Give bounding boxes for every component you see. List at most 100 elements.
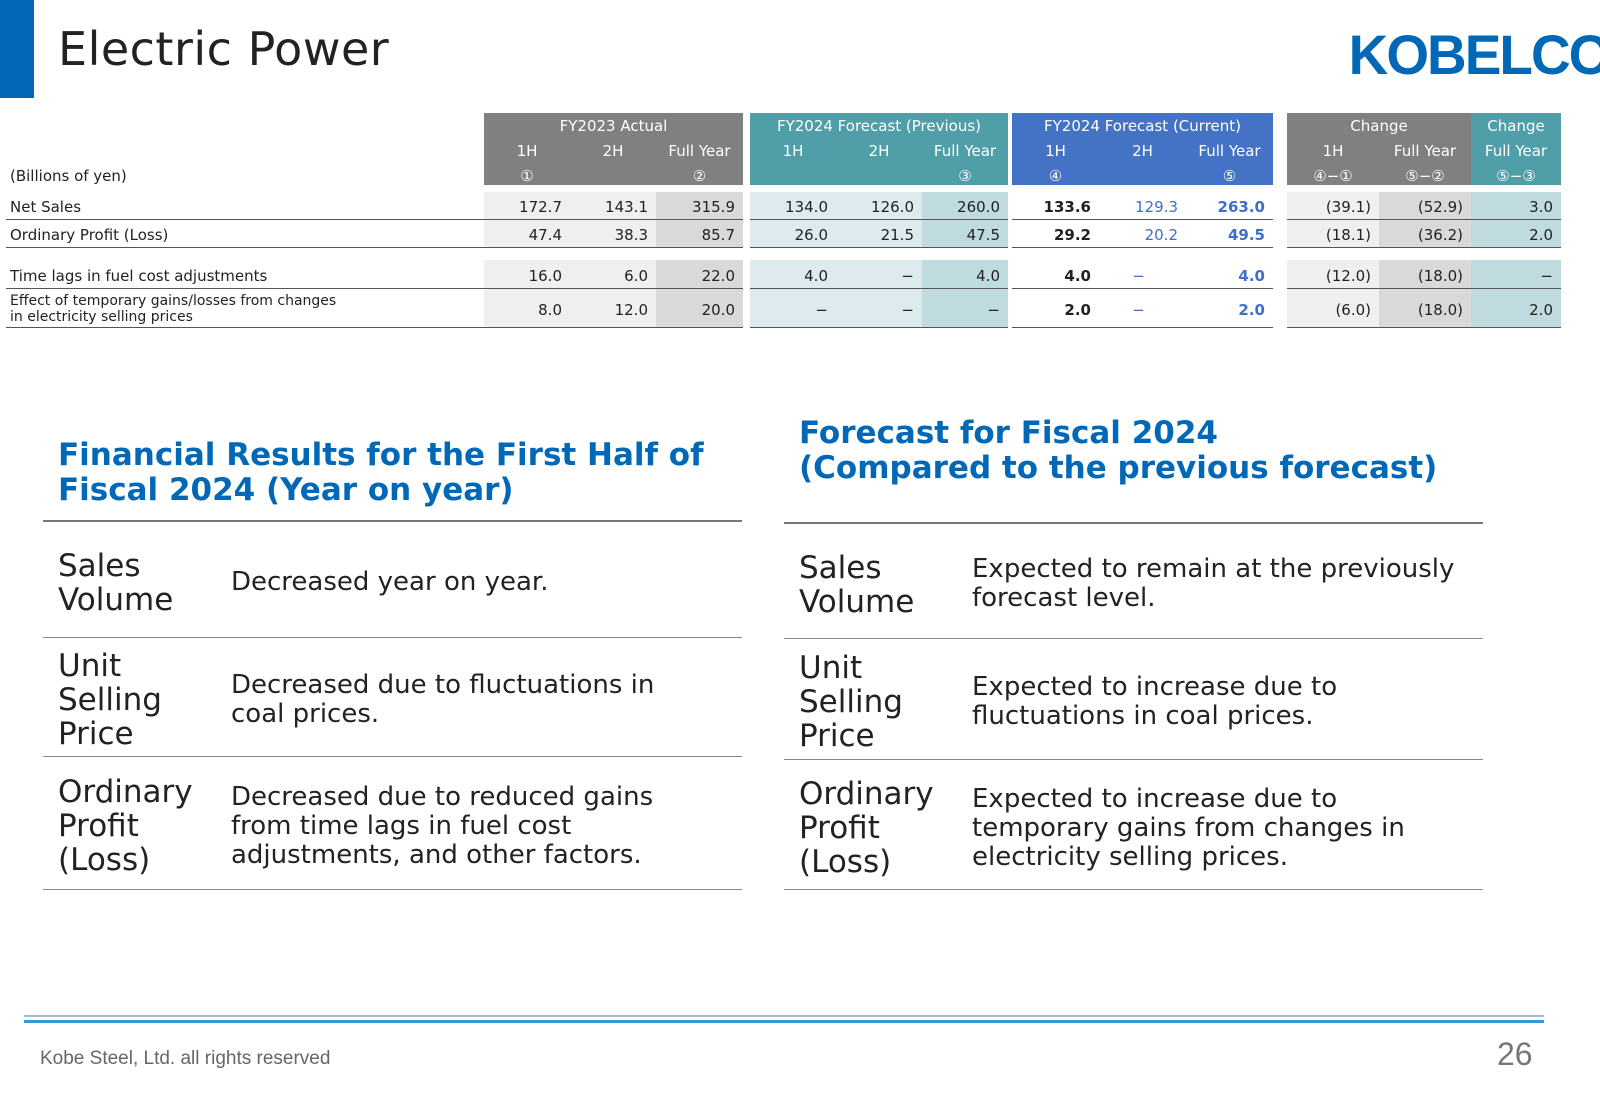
cell-chg-full: (36.2) bbox=[1417, 226, 1463, 244]
cell-curr-full: 263.0 bbox=[1217, 198, 1265, 216]
bg-prev-full-b bbox=[922, 260, 1008, 327]
cell-chg-full: (52.9) bbox=[1417, 198, 1463, 216]
cell-fy2023-full: 315.9 bbox=[692, 198, 735, 216]
header-bg-fy2024-curr bbox=[1012, 113, 1273, 185]
left-head-price-3: Price bbox=[58, 716, 134, 752]
row-divider bbox=[6, 327, 1561, 328]
header-bg-change1 bbox=[1287, 113, 1471, 185]
row-divider bbox=[6, 288, 1561, 289]
col-gap bbox=[743, 113, 750, 329]
right-section-bottom-rule bbox=[784, 889, 1483, 890]
marker-5-3: ⑤−③ bbox=[1496, 167, 1536, 185]
right-section-top-rule bbox=[784, 522, 1483, 524]
row-label-net-sales: Net Sales bbox=[10, 198, 82, 216]
left-row-divider bbox=[43, 637, 742, 638]
left-body-sales: Decreased year on year. bbox=[231, 567, 549, 597]
marker-2: ② bbox=[692, 167, 707, 185]
marker-3: ③ bbox=[958, 167, 972, 185]
cell-curr-1h: 133.6 bbox=[1043, 198, 1091, 216]
left-head-sales-1: Sales bbox=[58, 548, 141, 584]
row-label-temp-gains-1: Effect of temporary gains/losses from ch… bbox=[10, 293, 337, 309]
cell-curr-full: 2.0 bbox=[1238, 301, 1265, 319]
cell-prev-2h: − bbox=[901, 267, 914, 285]
row-divider bbox=[6, 219, 1561, 220]
left-body-profit-2: from time lags in fuel cost bbox=[231, 811, 572, 841]
cell-curr-1h: 2.0 bbox=[1064, 301, 1091, 319]
cell-prev-full: − bbox=[987, 301, 1000, 319]
row-label-temp-gains-2: in electricity selling prices bbox=[10, 309, 193, 325]
cell-fy2023-1h: 172.7 bbox=[519, 198, 562, 216]
cell-chg2-full: − bbox=[1540, 267, 1553, 285]
kobelco-logo: KOBELCO bbox=[1348, 23, 1600, 86]
right-head-profit-1: Ordinary bbox=[799, 776, 934, 812]
group-fy2024-curr: FY2024 Forecast (Current) bbox=[1043, 117, 1241, 135]
cell-curr-full: 4.0 bbox=[1238, 267, 1265, 285]
bg-fy2023-full-b bbox=[656, 260, 743, 327]
cell-prev-full: 260.0 bbox=[957, 198, 1000, 216]
cell-fy2023-1h: 8.0 bbox=[538, 301, 562, 319]
marker-5-2: ⑤−② bbox=[1405, 167, 1445, 185]
right-head-profit-2: Profit bbox=[799, 810, 880, 846]
cell-prev-1h: 4.0 bbox=[804, 267, 828, 285]
right-head-profit-3: (Loss) bbox=[799, 844, 892, 880]
left-head-profit-2: Profit bbox=[58, 808, 139, 844]
right-head-sales-1: Sales bbox=[799, 550, 882, 586]
cell-fy2023-2h: 143.1 bbox=[605, 198, 648, 216]
col-full: Full Year bbox=[1393, 142, 1457, 160]
cell-curr-2h: 129.3 bbox=[1135, 198, 1178, 216]
col-full: Full Year bbox=[668, 142, 731, 160]
cell-chg-1h: (18.1) bbox=[1325, 226, 1371, 244]
cell-fy2023-2h: 6.0 bbox=[624, 267, 648, 285]
cell-curr-1h: 29.2 bbox=[1053, 226, 1091, 244]
row-label-ordinary-profit: Ordinary Profit (Loss) bbox=[10, 226, 169, 244]
header-bg-fy2023 bbox=[484, 113, 743, 185]
cell-chg-1h: (6.0) bbox=[1335, 301, 1371, 319]
left-head-profit-1: Ordinary bbox=[58, 774, 193, 810]
cell-prev-1h: − bbox=[815, 301, 828, 319]
col-1h: 1H bbox=[782, 142, 804, 160]
left-body-price-1: Decreased due to fluctuations in bbox=[231, 670, 655, 700]
cell-chg-1h: (39.1) bbox=[1325, 198, 1371, 216]
cell-prev-full: 47.5 bbox=[966, 226, 1000, 244]
right-body-price-1: Expected to increase due to bbox=[972, 672, 1338, 702]
right-body-profit-2: temporary gains from changes in bbox=[972, 813, 1405, 843]
right-section-title-1: Forecast for Fiscal 2024 bbox=[799, 415, 1218, 451]
page-title: Electric Power bbox=[58, 22, 390, 76]
row-divider bbox=[6, 247, 1561, 248]
marker-5: ⑤ bbox=[1222, 167, 1237, 185]
right-body-price-2: fluctuations in coal prices. bbox=[972, 701, 1314, 731]
cell-prev-2h: − bbox=[901, 301, 914, 319]
cell-curr-2h: 20.2 bbox=[1144, 226, 1178, 244]
left-head-price-2: Selling bbox=[58, 682, 162, 718]
col-2h: 2H bbox=[868, 142, 890, 160]
financial-table: FY2023 Actual FY2024 Forecast (Previous)… bbox=[0, 0, 1600, 340]
footer-rule-gray bbox=[24, 1015, 1544, 1017]
right-body-profit-3: electricity selling prices. bbox=[972, 842, 1288, 872]
left-body-profit-3: adjustments, and other factors. bbox=[231, 840, 642, 870]
left-section-title-1: Financial Results for the First Half of bbox=[58, 437, 704, 473]
group-change2: Change bbox=[1487, 117, 1545, 135]
bg-prev-half-b bbox=[750, 260, 922, 327]
right-body-profit-1: Expected to increase due to bbox=[972, 784, 1338, 814]
col-2h: 2H bbox=[1132, 142, 1153, 160]
footer-rule-blue bbox=[24, 1020, 1544, 1023]
bg-chg2-full-b bbox=[1471, 260, 1561, 327]
col-1h: 1H bbox=[1045, 142, 1066, 160]
cell-chg2-full: 3.0 bbox=[1529, 198, 1553, 216]
col-full: Full Year bbox=[1484, 142, 1548, 160]
footer-copyright: Kobe Steel, Ltd. all rights reserved bbox=[40, 1048, 331, 1069]
cell-fy2023-2h: 38.3 bbox=[614, 226, 648, 244]
cell-chg-full: (18.0) bbox=[1417, 301, 1463, 319]
cell-fy2023-2h: 12.0 bbox=[614, 301, 648, 319]
cell-fy2023-full: 85.7 bbox=[701, 226, 735, 244]
left-head-profit-3: (Loss) bbox=[58, 842, 151, 878]
cell-curr-2h: − bbox=[1132, 267, 1145, 285]
cell-fy2023-1h: 16.0 bbox=[528, 267, 562, 285]
left-section-top-rule bbox=[43, 520, 742, 522]
left-row-divider bbox=[43, 756, 742, 757]
cell-prev-full: 4.0 bbox=[976, 267, 1000, 285]
right-head-price-3: Price bbox=[799, 718, 875, 754]
cell-chg2-full: 2.0 bbox=[1529, 226, 1553, 244]
cell-prev-2h: 126.0 bbox=[871, 198, 914, 216]
cell-curr-2h: − bbox=[1132, 301, 1145, 319]
